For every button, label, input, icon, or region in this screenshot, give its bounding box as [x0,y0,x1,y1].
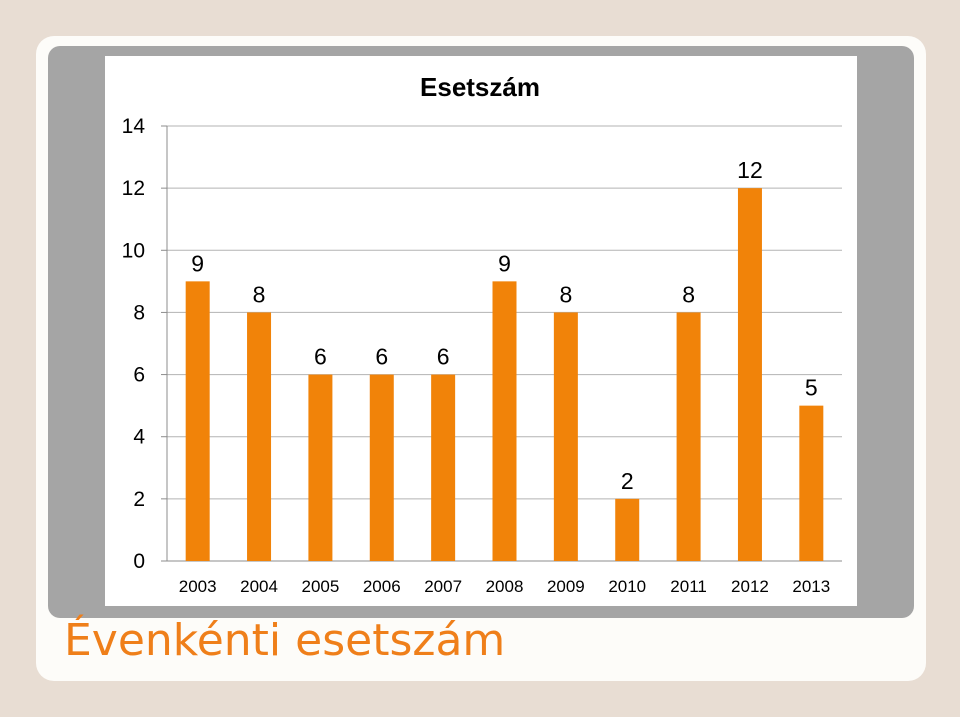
bar-2005 [308,374,333,561]
bar-2013 [799,405,824,561]
bar-2007 [431,374,456,561]
data-label-2006: 6 [375,344,388,370]
data-label-2009: 8 [559,281,572,307]
x-tick-label: 2009 [547,577,585,596]
x-tick-label: 2006 [363,577,401,596]
bar-2006 [369,374,394,561]
x-tick-label: 2011 [670,577,707,596]
bar-2010 [615,498,640,561]
bar-2012 [737,188,762,561]
data-label-2008: 9 [498,250,511,276]
bar-2009 [553,312,578,561]
y-tick-label: 0 [133,550,145,573]
x-tick-label: 2013 [792,577,830,596]
y-tick-label: 2 [133,488,145,511]
x-tick-label: 2004 [240,577,278,596]
y-tick-label: 14 [122,115,146,138]
data-label-2005: 6 [314,344,327,370]
bar-chart: Esetszám 0 2 4 6 8 10 12 14 9 2003 8 2004 6 2005 6 200… [105,56,857,606]
y-tick-label: 4 [133,426,145,449]
data-label-2004: 8 [253,281,266,307]
y-tick-label: 10 [122,239,145,262]
x-tick-label: 2008 [486,577,524,596]
data-label-2007: 6 [437,344,450,370]
y-tick-label: 8 [133,301,145,324]
data-label-2003: 9 [191,250,204,276]
x-tick-label: 2012 [731,577,769,596]
data-label-2011: 8 [682,281,695,307]
slide-title: Évenkénti esetszám [64,615,506,666]
chart-area [105,56,857,606]
y-tick-label: 12 [122,177,145,200]
data-label-2012: 12 [737,157,763,183]
y-tick-label: 6 [133,364,145,387]
bar-2003 [185,281,210,561]
bar-2004 [247,312,272,561]
bar-2011 [676,312,701,561]
x-tick-label: 2007 [424,577,462,596]
x-tick-label: 2005 [301,577,339,596]
x-tick-label: 2003 [179,577,217,596]
x-tick-label: 2010 [608,577,646,596]
bar-2008 [492,281,517,561]
data-label-2010: 2 [621,468,634,494]
chart-title: Esetszám [420,72,540,102]
data-label-2013: 5 [805,375,818,401]
